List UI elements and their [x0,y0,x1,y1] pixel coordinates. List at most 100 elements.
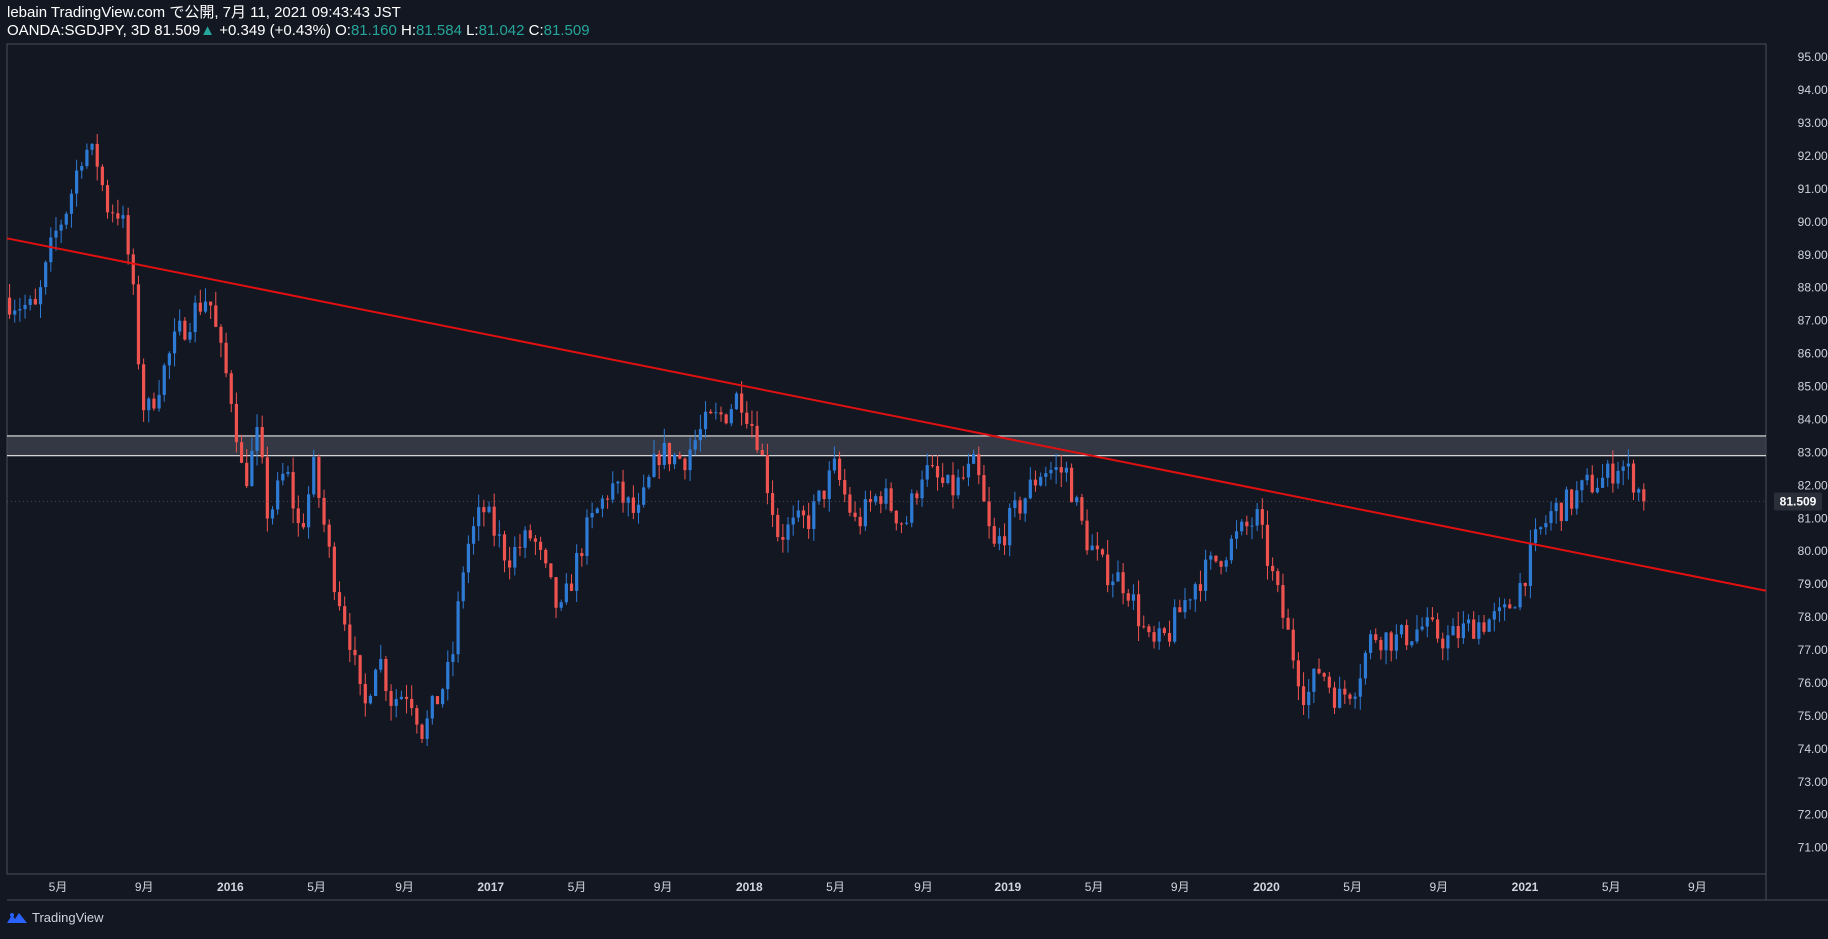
close-value: 81.509 [543,22,590,39]
candle-body [786,524,790,540]
candle-body [518,546,522,548]
candle [1446,625,1450,661]
candle-body [1611,463,1615,484]
candle [786,517,790,553]
candle [781,523,785,553]
price-tick-label: 88.000 [1798,281,1828,295]
candle [930,454,934,468]
candle [513,536,517,576]
time-axis[interactable]: 5月 9月 2016 5月 9月 2017 5月 9月 2018 5月 9月 2019 5月 9月 2020… [49,880,1707,894]
candle [1508,598,1512,609]
candle [729,404,733,427]
candle [322,489,326,533]
price-axis[interactable]: 71.000 72.000 73.000 74.000 75.000 76.000 77.0… [1798,50,1828,854]
candles-group [7,134,1646,747]
candle [193,295,197,343]
time-tick-label: 5月 [307,880,326,894]
candle [812,494,816,541]
candle-body [1106,554,1110,586]
candle [1116,560,1120,582]
candle [1358,664,1362,710]
candle-body [1193,584,1197,600]
candle [379,644,383,673]
candle-body [925,465,929,480]
candle [1420,617,1424,632]
candle [760,443,764,456]
candle-body [441,689,445,705]
candle-body [822,490,826,500]
candle [796,500,800,522]
footer-branding[interactable]: TradingView [6,910,104,925]
up-arrow-icon: ▲ [200,22,216,39]
candle-body [49,237,53,263]
candle [116,199,120,226]
candle-body [1492,611,1496,620]
candle-body [23,304,27,310]
candle [977,446,981,485]
candle-body [533,538,538,542]
candle-body [1116,572,1120,582]
candle [920,470,924,507]
candle [740,381,744,426]
candle-body [538,541,543,550]
candle-body [1430,617,1435,620]
candle-body [1435,619,1440,639]
candle [538,536,543,561]
candle [1606,459,1610,487]
candle [1178,599,1182,613]
candle-body [673,454,677,465]
candle-body [28,298,32,305]
candle-body [1064,467,1069,473]
candle [961,465,965,481]
candle-body [997,536,1001,544]
candle-body [1033,479,1038,486]
descending-trendline[interactable] [6,237,1767,592]
candle [843,468,847,503]
candle-body [1219,561,1223,567]
candle-body [683,458,687,471]
price-tick-label: 91.000 [1798,182,1828,196]
candle-body [915,493,919,499]
candle [616,480,620,494]
time-tick-label: 9月 [135,880,154,894]
candle-body [832,458,837,471]
candle-body [899,523,904,525]
candle-body [755,425,759,450]
price-tick-label: 87.000 [1798,314,1828,328]
candle-body [791,517,795,525]
candle [1575,481,1579,515]
candle-body [693,440,697,450]
trendline-group[interactable] [6,237,1767,592]
candle [827,461,831,512]
candle-body [456,601,460,655]
candle [394,689,398,718]
candle-body [1307,691,1311,706]
candle [905,515,909,526]
candle [425,710,429,747]
candle-body [1363,652,1368,679]
candle [549,563,553,580]
candle-body [255,426,259,451]
candle [1533,518,1538,552]
candle [85,143,89,169]
candle [126,207,130,265]
candle-body [38,287,43,305]
candle-body [1580,480,1584,491]
candle-body [1513,607,1517,609]
candle-body [1415,629,1419,642]
candle-body [1296,660,1301,687]
candle [64,211,68,230]
candle-body [1368,634,1373,653]
candle [1198,570,1203,602]
candle [667,442,672,472]
candle [1415,615,1419,644]
candle [441,687,445,708]
candle [1497,597,1502,623]
candle-body [1152,632,1156,642]
candle-body [384,658,388,692]
candle [1353,692,1357,709]
resistance-zone[interactable] [7,435,1766,457]
candle [1147,623,1151,638]
candle [1405,619,1409,651]
